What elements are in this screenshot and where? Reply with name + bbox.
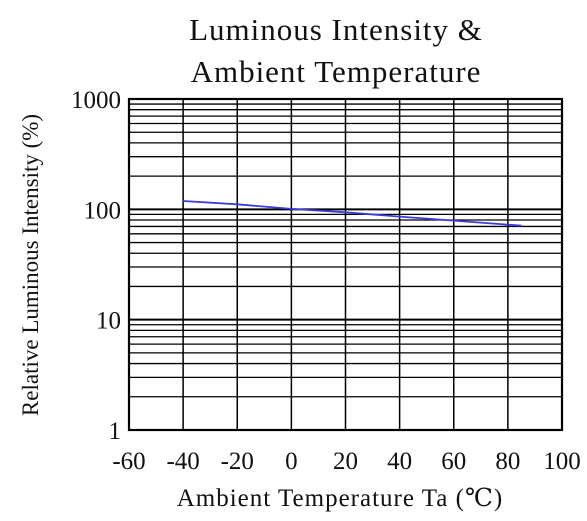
x-tick-label: 100: [543, 448, 581, 475]
x-tick-label: 20: [333, 448, 358, 475]
x-tick-labels: -60 -40 -20 0 20 40 60 80 100: [112, 448, 580, 475]
y-tick-label: 10: [96, 308, 121, 335]
series-line: [183, 200, 522, 227]
x-tick-label: 80: [495, 448, 520, 475]
x-tick-label: 40: [387, 448, 412, 475]
x-tick-label: 60: [441, 448, 466, 475]
y-tick-label: 100: [84, 197, 122, 224]
chart-title-line-1: Luminous Intensity &: [189, 12, 483, 47]
series-layer: [183, 200, 522, 227]
x-axis-label: Ambient Temperature Ta (℃): [177, 485, 504, 512]
plot-frame: [127, 97, 564, 432]
x-tick-label: 0: [285, 448, 298, 475]
x-tick-label: -40: [166, 448, 199, 475]
y-tick-label: 1: [109, 418, 122, 445]
y-axis-label: Relative Luminous Intensity (%): [18, 114, 43, 416]
chart-title-line-2: Ambient Temperature: [191, 54, 482, 89]
x-tick-label: -20: [221, 448, 254, 475]
y-tick-labels: 1 10 100 1000: [71, 87, 121, 445]
y-tick-label: 1000: [71, 87, 121, 114]
grid: [127, 97, 564, 432]
x-tick-label: -60: [112, 448, 145, 475]
